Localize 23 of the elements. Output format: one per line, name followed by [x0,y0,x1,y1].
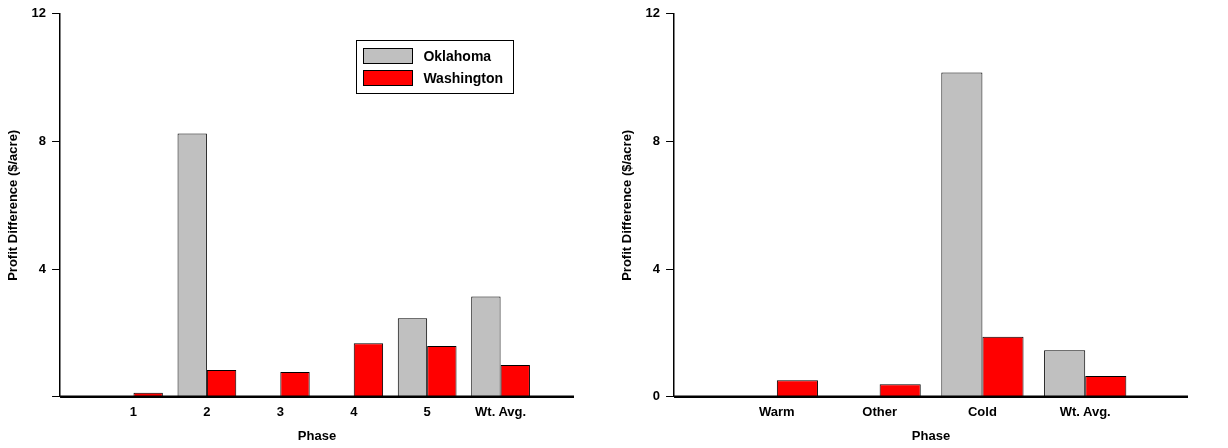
x-tick-label: Warm [759,404,795,420]
legend-label: Oklahoma [423,48,492,64]
x-tick-label: 2 [203,404,211,420]
y-tick-label: 4 [38,260,47,276]
y-tick-label: 0 [652,388,661,404]
y-axis-title: Profit Difference ($/acre) [5,129,21,281]
y-tick-label: 12 [645,5,661,21]
legend-label: Washington [423,70,503,86]
y-tick-label: 8 [652,133,661,149]
x-axis-title: Phase [911,427,951,443]
x-tick-label: 4 [350,404,359,420]
x-tick-label: Wt. Avg. [1059,404,1111,420]
x-tick-label: 5 [423,404,431,420]
x-tick-label: 3 [276,404,284,420]
y-tick-label: 4 [652,260,661,276]
x-tick-label: Wt. Avg. [475,404,527,420]
y-tick-label: 8 [38,133,47,149]
y-axis-title: Profit Difference ($/acre) [619,129,635,281]
y-tick-label: 12 [31,5,47,21]
x-tick-label: 1 [129,404,138,420]
x-axis-title: Phase [297,427,337,443]
x-tick-label: Other [862,404,897,420]
x-tick-label: Cold [967,404,997,420]
